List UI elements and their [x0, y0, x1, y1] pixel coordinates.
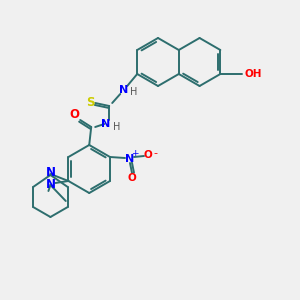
Text: +: + [131, 149, 139, 158]
Text: H: H [130, 87, 138, 97]
Text: N: N [45, 178, 56, 191]
Text: N: N [100, 119, 110, 129]
Text: N: N [125, 154, 135, 164]
Text: O: O [144, 150, 152, 160]
Text: S: S [86, 95, 94, 109]
Text: O: O [128, 173, 136, 183]
Text: N: N [45, 167, 56, 179]
Text: -: - [153, 148, 157, 158]
Text: H: H [113, 122, 121, 132]
Text: O: O [69, 109, 79, 122]
Text: N: N [118, 85, 128, 95]
Text: OH: OH [244, 69, 262, 79]
